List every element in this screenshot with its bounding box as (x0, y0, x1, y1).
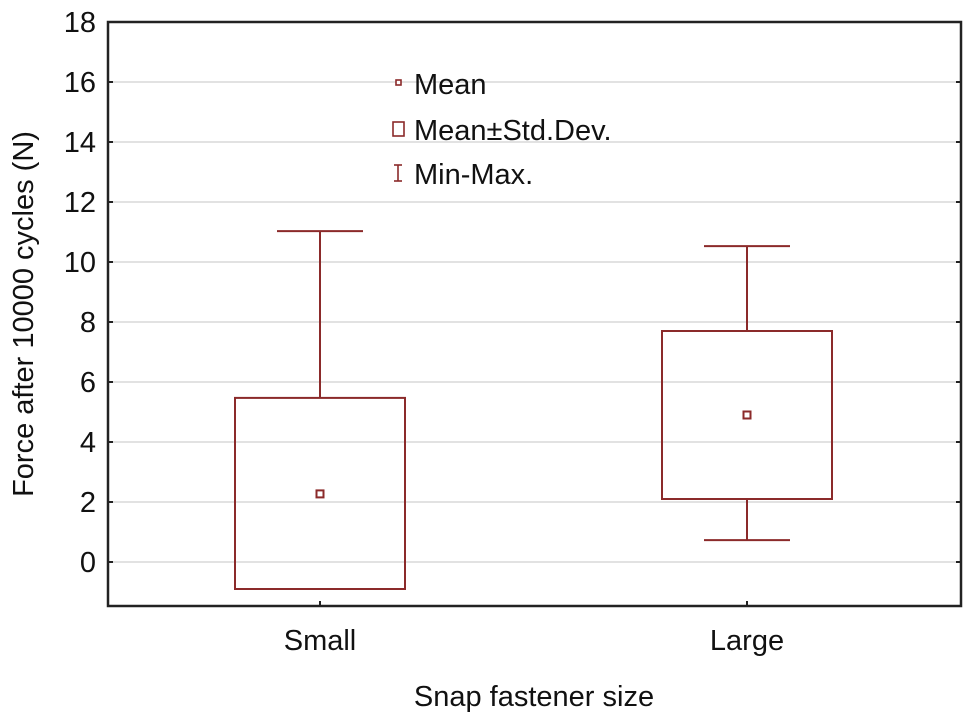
small-square-marker-icon (395, 79, 402, 86)
legend-item: Min-Max. (394, 159, 533, 191)
mean-marker (315, 489, 325, 499)
y-axis-title: Force after 10000 cycles (N) (8, 131, 40, 497)
box-small (234, 230, 406, 590)
box-large (661, 245, 833, 542)
plot-frame (106, 20, 963, 608)
gridlines (108, 81, 961, 563)
x-tick-label: Small (284, 625, 357, 657)
legend-item: Mean±Std.Dev. (392, 115, 612, 147)
x-axis-ticks: Small Large (284, 601, 784, 657)
y-tick-label: 0 (80, 547, 96, 579)
legend-item: Mean (395, 69, 487, 101)
y-tick-label: 8 (80, 307, 96, 339)
x-axis-title: Snap fastener size (414, 681, 654, 713)
box-series (234, 230, 833, 590)
box-icon (392, 121, 405, 137)
std-dev-box (661, 330, 833, 500)
legend-label: Min-Max. (414, 159, 533, 191)
mean-marker (742, 410, 752, 420)
y-tick-label: 10 (64, 247, 96, 279)
legend-label: Mean (414, 69, 487, 101)
y-tick-label: 14 (64, 127, 96, 159)
y-tick-label: 2 (80, 487, 96, 519)
std-dev-box (234, 396, 406, 590)
legend: Mean Mean±Std.Dev. Min-Max. (392, 69, 612, 191)
y-tick-label: 6 (80, 367, 96, 399)
y-tick-label: 18 (64, 7, 96, 39)
x-tick-label: Large (710, 625, 784, 657)
y-tick-label: 4 (80, 427, 96, 459)
legend-label: Mean±Std.Dev. (414, 115, 612, 147)
y-tick-label: 16 (64, 67, 96, 99)
y-axis-ticks: 0 2 4 6 8 10 12 14 16 18 (64, 7, 961, 579)
y-tick-label: 12 (64, 187, 96, 219)
